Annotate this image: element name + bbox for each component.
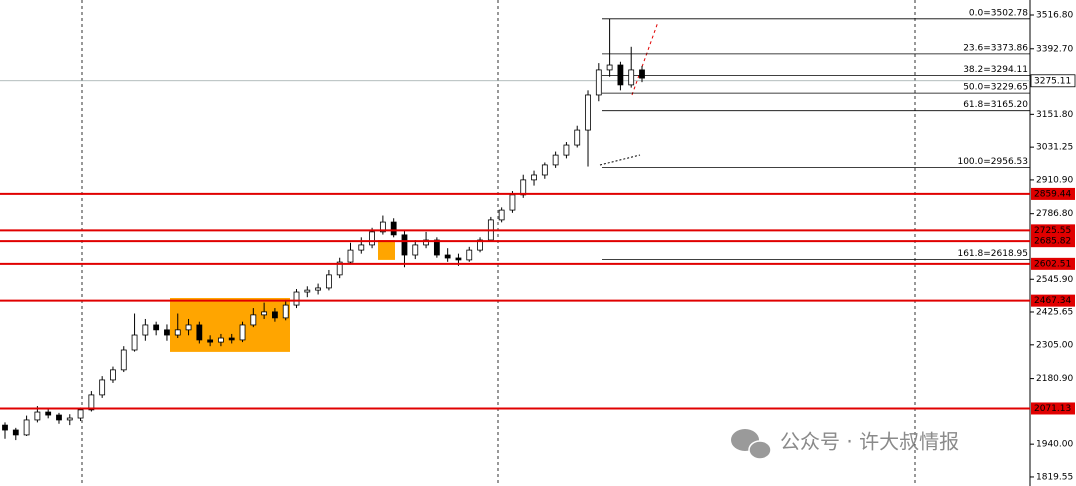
candle-body bbox=[34, 411, 41, 421]
candle-body bbox=[358, 244, 365, 251]
candle-body bbox=[347, 249, 354, 263]
candle-body bbox=[574, 129, 581, 146]
level-label: 2725.55 bbox=[1034, 226, 1071, 236]
candle-body bbox=[56, 414, 62, 421]
bollinger-decor bbox=[599, 154, 641, 166]
vertical-grid bbox=[81, 0, 916, 486]
candle-body bbox=[272, 311, 278, 319]
candle-body bbox=[498, 209, 505, 221]
candle-body bbox=[444, 254, 451, 259]
candle-body bbox=[66, 417, 73, 421]
candle-body bbox=[12, 429, 19, 436]
candle-body bbox=[477, 239, 483, 251]
candle-body bbox=[606, 64, 613, 71]
y-tick-label: 2910.90 bbox=[1036, 175, 1073, 185]
last-price-label: 3275.11 bbox=[1034, 76, 1071, 86]
candle-body bbox=[585, 94, 591, 131]
candle-body bbox=[120, 349, 127, 371]
watermark: 公众号 · 许大叔情报 bbox=[780, 430, 959, 454]
candle-body bbox=[174, 329, 181, 336]
candle-body bbox=[2, 424, 8, 431]
candle-body bbox=[390, 221, 397, 236]
y-tick-label: 3392.70 bbox=[1036, 44, 1073, 54]
candle-body bbox=[379, 221, 386, 233]
y-tick-label: 2180.90 bbox=[1036, 374, 1073, 384]
candle-body bbox=[423, 239, 429, 246]
candle-body bbox=[455, 257, 462, 261]
candle-body bbox=[261, 311, 268, 316]
level-label-box bbox=[1031, 235, 1075, 248]
candle-body bbox=[639, 69, 645, 79]
candle-body bbox=[595, 69, 602, 96]
candle-body bbox=[531, 174, 537, 181]
fib-label: 161.8=2618.95 bbox=[957, 249, 1028, 259]
candle-body bbox=[207, 339, 214, 343]
level-label: 2602.51 bbox=[1034, 259, 1071, 269]
level-label: 2467.34 bbox=[1034, 296, 1071, 306]
candle-body bbox=[164, 329, 170, 336]
candle-body bbox=[293, 291, 300, 306]
candle-body bbox=[88, 394, 95, 411]
fib-label: 38.2=3294.11 bbox=[963, 65, 1028, 75]
y-tick-label: 3031.25 bbox=[1036, 143, 1073, 153]
level-label-box bbox=[1031, 257, 1075, 270]
candle-body bbox=[45, 411, 52, 416]
y-tick-label: 2425.65 bbox=[1036, 307, 1073, 317]
candle-body bbox=[99, 379, 106, 396]
level-label-box bbox=[1031, 187, 1075, 200]
fib-label: 0.0=3502.78 bbox=[969, 8, 1028, 18]
candle-body bbox=[282, 304, 289, 319]
candle-body bbox=[369, 231, 375, 246]
candle-body bbox=[315, 287, 322, 291]
candle-body bbox=[412, 244, 419, 256]
candle-body bbox=[552, 154, 559, 166]
candle-body bbox=[541, 164, 548, 176]
candle-body bbox=[325, 274, 332, 289]
candle-body bbox=[142, 324, 149, 336]
y-tick-label: 3516.80 bbox=[1036, 10, 1073, 20]
y-tick-label: 2545.90 bbox=[1036, 275, 1073, 285]
level-label-box bbox=[1031, 294, 1075, 307]
candle-body bbox=[563, 144, 570, 156]
fib-label: 61.8=3165.20 bbox=[963, 100, 1028, 110]
level-label-box bbox=[1031, 402, 1075, 415]
candle-body bbox=[401, 234, 408, 256]
candle-body bbox=[466, 249, 473, 261]
level-label: 2071.13 bbox=[1034, 404, 1071, 414]
watermark-icon bbox=[731, 429, 772, 460]
last-price-box bbox=[1030, 74, 1076, 88]
level-label-box bbox=[1031, 224, 1075, 237]
candle-body bbox=[509, 194, 516, 211]
candle-body bbox=[617, 64, 624, 86]
candle-body bbox=[196, 324, 203, 341]
candle-body bbox=[153, 324, 160, 331]
candle-body bbox=[23, 419, 30, 436]
y-tick-label: 1940.00 bbox=[1036, 440, 1073, 450]
fib-label: 50.0=3229.65 bbox=[963, 83, 1028, 93]
y-tick-label: 3151.80 bbox=[1036, 110, 1073, 120]
candle-body bbox=[185, 324, 192, 331]
y-tick-label: 2786.80 bbox=[1036, 209, 1073, 219]
candle-body bbox=[433, 239, 440, 256]
y-tick-label: 2305.00 bbox=[1036, 340, 1073, 350]
candle-body bbox=[336, 261, 343, 276]
candle-body bbox=[239, 324, 246, 341]
candle-body bbox=[628, 69, 635, 86]
y-tick-label: 1819.55 bbox=[1036, 472, 1073, 482]
level-label: 2685.82 bbox=[1034, 237, 1071, 247]
candle-body bbox=[110, 369, 116, 381]
candle-body bbox=[77, 409, 84, 419]
zone bbox=[378, 240, 395, 260]
candle-body bbox=[228, 337, 235, 341]
trend-line bbox=[631, 21, 659, 96]
candle-body bbox=[131, 334, 138, 351]
level-label: 2859.44 bbox=[1034, 189, 1071, 199]
candle-body bbox=[520, 179, 527, 196]
fib-label: 100.0=2956.53 bbox=[957, 157, 1028, 167]
fib-label: 23.6=3373.86 bbox=[963, 43, 1028, 53]
candle-body bbox=[218, 337, 224, 343]
candle-body bbox=[304, 289, 311, 293]
candle-body bbox=[250, 314, 257, 326]
